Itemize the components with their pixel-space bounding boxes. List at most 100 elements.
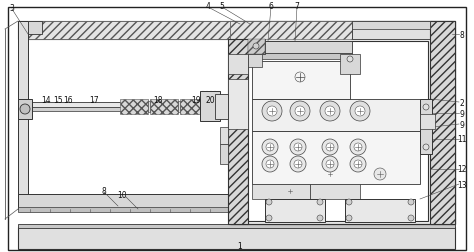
Text: 4: 4	[206, 2, 210, 11]
Bar	[180, 100, 200, 115]
Circle shape	[350, 139, 366, 155]
Bar	[178, 102, 180, 113]
Circle shape	[295, 107, 305, 116]
Bar	[18, 22, 230, 40]
Circle shape	[350, 156, 366, 172]
Circle shape	[253, 44, 259, 50]
Bar	[252, 62, 350, 100]
Circle shape	[266, 199, 272, 205]
Circle shape	[317, 215, 323, 221]
Bar	[420, 100, 432, 154]
Bar	[228, 40, 248, 224]
Circle shape	[355, 107, 365, 116]
Circle shape	[266, 215, 272, 221]
Bar	[220, 144, 228, 164]
Bar	[252, 184, 310, 199]
Circle shape	[423, 144, 429, 150]
Text: 14: 14	[41, 95, 51, 104]
Text: 7: 7	[294, 2, 300, 11]
Bar	[28, 22, 42, 35]
Circle shape	[262, 102, 282, 121]
Text: 1: 1	[237, 241, 242, 250]
Bar	[252, 100, 420, 132]
Circle shape	[262, 139, 278, 155]
Text: 8: 8	[101, 186, 106, 195]
Bar	[248, 40, 265, 55]
Bar	[228, 55, 248, 75]
Circle shape	[408, 215, 414, 221]
Text: 18: 18	[153, 95, 163, 104]
Circle shape	[408, 199, 414, 205]
Bar	[200, 92, 220, 121]
Text: 20: 20	[205, 95, 215, 104]
Bar	[18, 100, 32, 119]
Text: 9: 9	[460, 109, 465, 118]
Bar	[18, 194, 230, 209]
Circle shape	[290, 156, 306, 172]
Bar	[148, 102, 150, 113]
Circle shape	[266, 160, 274, 168]
Circle shape	[294, 143, 302, 151]
Circle shape	[317, 199, 323, 205]
Bar	[430, 22, 455, 224]
Circle shape	[326, 143, 334, 151]
Bar	[248, 55, 262, 68]
Bar	[120, 100, 148, 115]
Bar	[310, 184, 360, 199]
Circle shape	[320, 102, 340, 121]
Bar	[18, 22, 230, 40]
Bar	[340, 55, 360, 75]
Bar	[18, 22, 28, 209]
Circle shape	[346, 199, 352, 205]
Text: 10: 10	[117, 191, 127, 200]
Bar	[230, 22, 455, 224]
Circle shape	[350, 102, 370, 121]
Text: 13: 13	[457, 180, 467, 189]
Bar	[345, 199, 415, 222]
Text: 12: 12	[457, 165, 467, 174]
Bar	[230, 22, 352, 40]
Circle shape	[262, 156, 278, 172]
Bar	[18, 224, 455, 228]
Text: 15: 15	[53, 95, 63, 104]
Bar	[228, 80, 248, 130]
Text: 3: 3	[9, 4, 14, 12]
Bar	[18, 227, 455, 249]
Circle shape	[326, 160, 334, 168]
Text: 6: 6	[269, 2, 273, 11]
Circle shape	[322, 139, 338, 155]
Circle shape	[354, 160, 362, 168]
Text: 11: 11	[457, 135, 467, 144]
Bar	[250, 54, 352, 60]
Bar	[352, 22, 430, 40]
Bar	[215, 94, 228, 119]
Text: 5: 5	[219, 2, 224, 11]
Circle shape	[423, 105, 429, 111]
Text: 9: 9	[460, 120, 465, 129]
Text: 2: 2	[460, 98, 465, 107]
Bar	[150, 100, 178, 115]
Text: 17: 17	[89, 95, 99, 104]
Bar	[32, 108, 220, 112]
Circle shape	[267, 107, 277, 116]
Bar	[248, 42, 428, 221]
Circle shape	[294, 160, 302, 168]
Text: 8: 8	[460, 30, 465, 39]
Bar	[265, 199, 325, 222]
Circle shape	[322, 156, 338, 172]
Circle shape	[354, 143, 362, 151]
Circle shape	[374, 168, 386, 180]
Bar	[32, 103, 220, 108]
Circle shape	[290, 102, 310, 121]
Circle shape	[290, 139, 306, 155]
Circle shape	[346, 215, 352, 221]
Circle shape	[266, 143, 274, 151]
Circle shape	[325, 107, 335, 116]
Bar	[220, 128, 228, 144]
Text: 19: 19	[191, 95, 201, 104]
Bar	[250, 42, 352, 54]
Text: 16: 16	[63, 95, 73, 104]
Bar	[420, 115, 435, 130]
Circle shape	[347, 57, 353, 63]
Bar	[252, 132, 420, 184]
